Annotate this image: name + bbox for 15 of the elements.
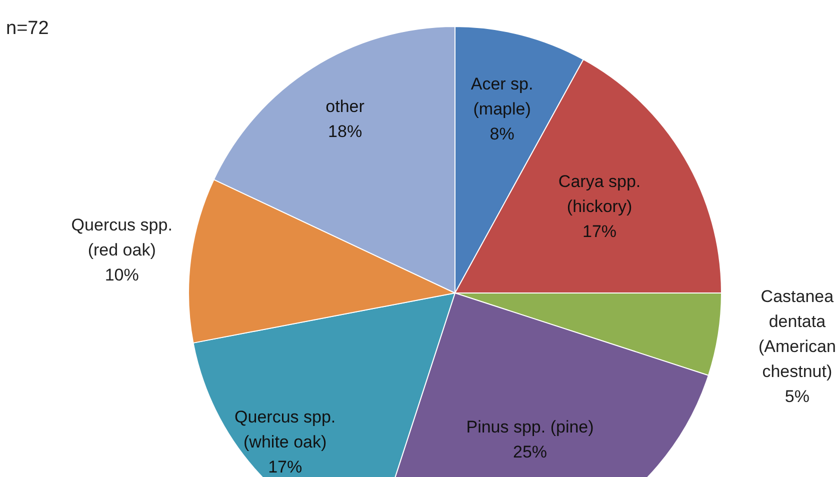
data-label: 8% [490,124,514,144]
text: n=72 [6,18,49,40]
slice-label: Quercus spp. (white oak) [234,407,336,452]
data-label: 17% [268,457,302,476]
slice-label: Acer sp. (maple) [470,74,534,118]
data-label: 10% [104,266,139,285]
data-label: 25% [512,442,548,462]
slice-label: Carya spp. (hickory) [558,172,641,216]
slice-label: other [326,96,365,116]
slice-label: Castanea dentata (American chestnut) [758,286,836,381]
data-label: 5% [784,386,810,406]
slice-label: Pinus spp. (pine) [466,417,594,436]
slice-label: Quercus spp. (red oak) [71,216,172,260]
data-label: 18% [328,122,362,141]
data-label: 17% [582,222,617,242]
